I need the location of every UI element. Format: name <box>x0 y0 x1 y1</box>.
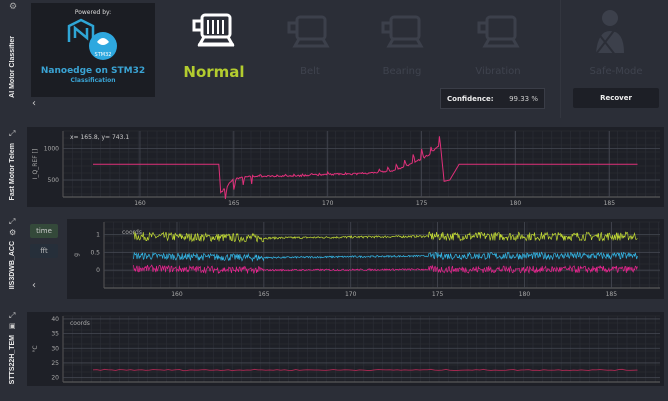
y-tick-label: 30 <box>51 345 59 352</box>
x-tick-label: 170 <box>322 200 334 207</box>
y-axis-label: g <box>73 253 80 257</box>
fault-motor-icons <box>287 15 520 48</box>
state-belt-label: Belt <box>300 66 320 77</box>
time-button[interactable]: time <box>30 224 58 238</box>
accel-chart[interactable]: 160 165 170 175 180 185 0 0.5 1 g <box>67 219 664 299</box>
x-tick-label: 185 <box>606 291 618 298</box>
y-tick-label: 1 <box>96 231 100 238</box>
motor-vibration-icon <box>477 15 520 48</box>
recover-button[interactable]: Recover <box>573 88 659 108</box>
classifier-section-label: AI Motor Classifier <box>9 36 16 98</box>
nanoedge-logo: Powered by: STM32 Nanoedge on STM32 Clas… <box>31 3 155 97</box>
legend-coords: coords <box>70 320 90 327</box>
logo-subtitle: Classification <box>70 77 116 84</box>
expand-icon[interactable]: ⤢ <box>9 217 16 226</box>
logo-title: Nanoedge on STM32 <box>40 66 146 76</box>
state-bearing-label: Bearing <box>382 66 422 77</box>
temp-panel-label: STTS22H_TEM <box>9 335 16 385</box>
fft-button[interactable]: fft <box>30 244 58 258</box>
y-tick-label: 0.5 <box>90 249 100 256</box>
expand-icon[interactable]: ⤢ <box>9 129 16 138</box>
confidence-box: Confidence: 99.33 % <box>440 88 545 109</box>
collapse-chevron-icon[interactable]: ‹ <box>32 98 36 109</box>
stm32-badge: STM32 <box>95 52 112 58</box>
state-normal-label: Normal <box>183 63 245 81</box>
x-tick-label: 165 <box>258 291 270 298</box>
x-tick-label: 180 <box>519 291 531 298</box>
y-tick-label: 20 <box>51 375 59 382</box>
x-tick-label: 160 <box>171 291 183 298</box>
telemetry-chart[interactable]: 160 165 170 175 180 185 500 1000 I_Q_REF [] <box>27 127 664 207</box>
confidence-label: Confidence: <box>447 94 494 103</box>
x-tick-label: 175 <box>416 200 428 207</box>
x-tick-label: 170 <box>345 291 357 298</box>
y-axis-label: °C <box>32 345 39 352</box>
x-tick-label: 175 <box>432 291 444 298</box>
confidence-value: 99.33 % <box>509 94 538 103</box>
series-line <box>133 264 638 275</box>
series-line <box>133 251 638 263</box>
y-tick-label: 35 <box>51 331 59 338</box>
series-line <box>133 230 638 243</box>
motor-belt-icon <box>287 15 330 48</box>
settings-gear-icon[interactable]: ⚙ <box>9 2 18 12</box>
motor-bearing-icon <box>381 15 424 48</box>
y-tick-label: 500 <box>48 177 60 184</box>
image-icon[interactable]: ▣ <box>9 322 16 330</box>
motor-icon <box>192 13 235 47</box>
x-tick-label: 165 <box>228 200 240 207</box>
collapse-chevron-icon[interactable]: ‹ <box>32 280 36 291</box>
y-tick-label: 1000 <box>44 146 59 153</box>
legend-coords: coords <box>122 229 142 236</box>
technician-icon <box>593 10 624 57</box>
y-tick-label: 40 <box>51 316 59 323</box>
settings-gear-icon[interactable]: ⚙ <box>9 228 17 237</box>
state-vibration-label: Vibration <box>475 66 521 77</box>
expand-icon[interactable]: ⤢ <box>9 311 16 320</box>
x-tick-label: 160 <box>134 200 146 207</box>
x-tick-label: 185 <box>604 200 616 207</box>
series-line <box>93 136 638 200</box>
telemetry-panel-label: Fast Motor Telem <box>9 143 16 201</box>
state-safe-mode-label: Safe-Mode <box>589 66 643 77</box>
divider <box>560 0 561 118</box>
x-tick-label: 180 <box>510 200 522 207</box>
powered-by-text: Powered by: <box>74 9 112 16</box>
y-tick-label: 0 <box>96 267 100 274</box>
series-line <box>92 368 638 372</box>
temp-chart[interactable]: 20 25 30 35 40 °C <box>27 312 664 386</box>
cursor-readout: x= 165.8, y= 743.1 <box>70 134 130 141</box>
nanoedge-logo-icon: STM32 <box>67 18 117 60</box>
y-tick-label: 25 <box>51 360 59 367</box>
accel-panel-label: IIS3DWB_ACC <box>9 241 16 290</box>
y-axis-label: I_Q_REF [] <box>32 149 39 180</box>
